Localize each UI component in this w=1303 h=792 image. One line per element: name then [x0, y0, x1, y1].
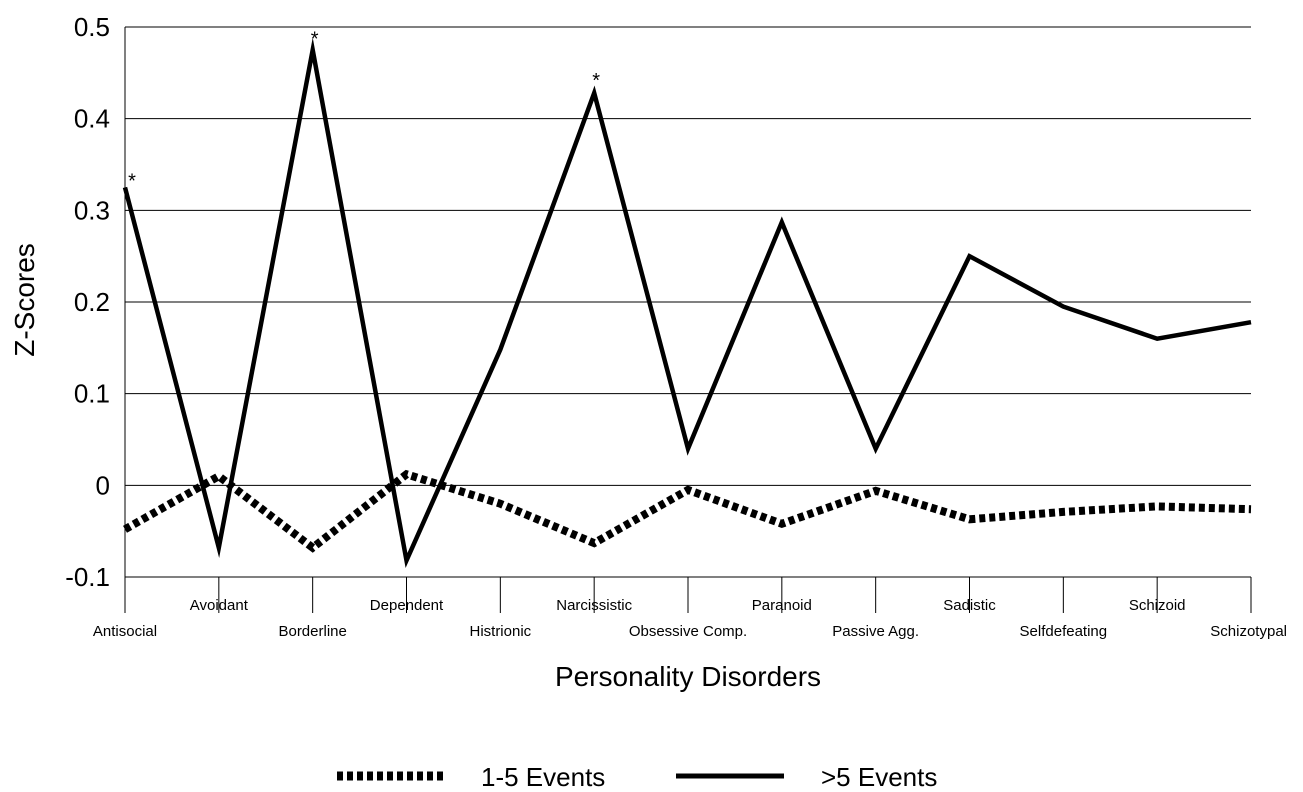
y-tick-label: 0.2	[74, 287, 110, 317]
x-tick-label: Borderline	[278, 623, 346, 640]
x-tick-labels: Antisocial Avoidant Borderline Dependent His…	[93, 597, 1287, 640]
significance-star: *	[592, 70, 600, 92]
y-tick-label: 0.4	[74, 104, 110, 134]
series-line-gt5-events	[122, 37, 1252, 569]
x-tick-label: Paranoid	[752, 597, 812, 614]
axes	[124, 27, 1252, 613]
x-tick-label: Schizotypal	[1210, 623, 1287, 640]
x-tick-label: Histrionic	[469, 623, 531, 640]
x-tick-label: Avoidant	[190, 597, 249, 614]
x-axis-title: Personality Disorders	[555, 661, 821, 692]
x-tick-label: Passive Agg.	[832, 623, 919, 640]
x-tick-label: Antisocial	[93, 623, 157, 640]
x-tick-label: Dependent	[370, 597, 444, 614]
series-line-1-5-events	[123, 469, 1252, 553]
x-tick-label: Schizoid	[1129, 597, 1186, 614]
gridlines	[125, 26, 1251, 486]
significance-star: *	[311, 29, 319, 51]
y-tick-label: 0.3	[74, 195, 110, 225]
x-tick-label: Narcissistic	[556, 597, 632, 614]
y-tick-labels: -0.1 0 0.1 0.2 0.3 0.4 0.5	[65, 12, 110, 592]
y-tick-label: 0.5	[74, 12, 110, 42]
x-tick-label: Obsessive Comp.	[629, 623, 747, 640]
series-lines	[122, 37, 1252, 569]
legend-label-1-5-events: 1-5 Events	[481, 762, 605, 792]
x-tick-label: Sadistic	[943, 597, 996, 614]
y-axis-title: Z-Scores	[9, 243, 40, 357]
annotations: * * *	[128, 29, 600, 193]
legend-label-gt5-events: >5 Events	[821, 762, 937, 792]
y-tick-label: 0.1	[74, 379, 110, 409]
y-tick-label: 0	[96, 470, 110, 500]
x-tick-label: Selfdefeating	[1020, 623, 1108, 640]
y-tick-label: -0.1	[65, 562, 110, 592]
legend: 1-5 Events >5 Events	[337, 762, 937, 792]
significance-star: *	[128, 171, 136, 193]
